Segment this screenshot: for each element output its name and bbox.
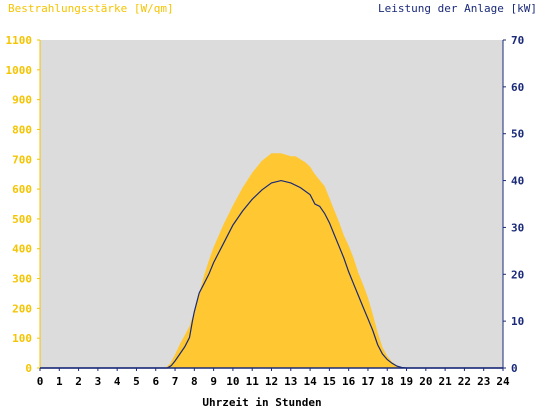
x-tick-label: 13 [284,375,297,388]
y-left-tick-label: 1000 [6,64,33,77]
x-tick-label: 10 [226,375,239,388]
series-layer [40,153,503,369]
y-left-tick-label: 1100 [6,34,33,47]
x-tick-label: 19 [400,375,413,388]
x-tick-label: 18 [381,375,394,388]
axis-layer: 0100200300400500600700800900100011000102… [6,34,525,388]
x-tick-label: 15 [323,375,336,388]
y-right-tick-label: 20 [511,268,524,281]
y-right-tick-label: 60 [511,81,524,94]
y-left-tick-label: 700 [12,153,32,166]
y-right-tick-label: 0 [511,362,518,375]
x-tick-label: 8 [191,375,198,388]
series-irradiance-area [40,153,503,368]
x-tick-label: 20 [419,375,432,388]
y-left-tick-label: 300 [12,273,32,286]
y-right-tick-label: 10 [511,315,524,328]
x-tick-label: 16 [342,375,356,388]
x-tick-label: 6 [152,375,159,388]
y-left-tick-label: 800 [12,123,32,136]
x-tick-label: 1 [56,375,63,388]
y-left-tick-label: 0 [25,362,32,375]
x-tick-label: 0 [37,375,44,388]
right-axis-title: Leistung der Anlage [kW] [378,2,537,15]
y-left-tick-label: 200 [12,302,32,315]
x-tick-label: 2 [75,375,82,388]
y-right-tick-label: 70 [511,34,524,47]
left-axis-title: Bestrahlungsstärke [W/qm] [8,2,174,15]
y-left-tick-label: 100 [12,332,32,345]
x-tick-label: 4 [114,375,121,388]
x-tick-label: 5 [133,375,140,388]
x-tick-label: 14 [303,375,317,388]
x-tick-label: 23 [477,375,490,388]
x-tick-label: 12 [265,375,278,388]
y-left-tick-label: 600 [12,183,32,196]
x-tick-label: 3 [95,375,102,388]
y-left-tick-label: 400 [12,243,32,256]
y-left-tick-label: 900 [12,94,32,107]
y-right-tick-label: 30 [511,221,524,234]
x-tick-label: 9 [210,375,217,388]
y-right-tick-label: 40 [511,175,524,188]
x-tick-label: 17 [361,375,374,388]
x-tick-label: 21 [439,375,453,388]
x-tick-label: 24 [496,375,510,388]
x-tick-label: 22 [458,375,471,388]
x-tick-label: 7 [172,375,179,388]
y-right-tick-label: 50 [511,128,524,141]
x-axis-label: Uhrzeit in Stunden [202,396,321,408]
series-power-line [40,179,503,369]
y-left-tick-label: 500 [12,213,32,226]
x-tick-label: 11 [246,375,260,388]
